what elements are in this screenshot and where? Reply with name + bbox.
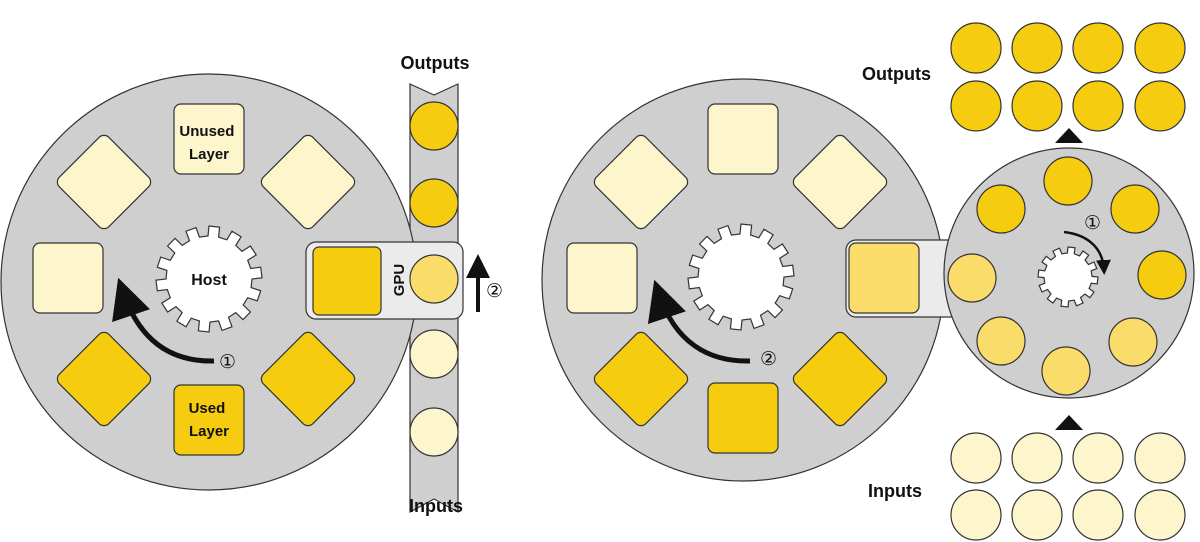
gear-outline xyxy=(687,223,795,331)
input-item xyxy=(409,407,459,457)
unused-layer xyxy=(260,134,356,230)
inner-rotation-arrow xyxy=(1063,230,1111,275)
gpu-label: GPU xyxy=(391,264,408,297)
outer-rotation-arrow xyxy=(647,279,751,364)
used-layer xyxy=(173,384,245,456)
batch-item xyxy=(1137,250,1187,300)
output-item xyxy=(1072,80,1124,132)
inputs-label: Inputs xyxy=(868,481,922,501)
gear-outline xyxy=(1037,246,1099,308)
input-item xyxy=(1134,489,1186,541)
used-layer xyxy=(56,331,152,427)
host-gear-icon xyxy=(687,223,795,331)
step-2-marker: ② xyxy=(486,280,503,302)
input-item xyxy=(409,329,459,379)
rotation-arrow xyxy=(112,277,215,364)
output-item xyxy=(1134,80,1186,132)
batch-gear-icon xyxy=(1037,246,1099,308)
input-item xyxy=(950,432,1002,484)
unused-layer xyxy=(32,242,104,314)
unused-layer xyxy=(173,103,245,175)
unused-layer xyxy=(792,134,888,230)
used-layer xyxy=(707,382,779,454)
input-item xyxy=(1072,489,1124,541)
input-item xyxy=(1011,489,1063,541)
gpu-layer xyxy=(848,242,920,314)
output-item xyxy=(1011,80,1063,132)
unused-layer xyxy=(56,134,152,230)
batch-item xyxy=(1110,184,1160,234)
outputs-label: Outputs xyxy=(401,53,470,73)
gear-outline xyxy=(155,225,263,333)
output-item xyxy=(409,101,459,151)
outputs-label: Outputs xyxy=(862,64,931,84)
output-item xyxy=(409,178,459,228)
output-flow-triangle xyxy=(1055,128,1083,143)
used-layer-label: Used Layer xyxy=(189,400,230,440)
gpu-processing-item xyxy=(947,253,997,303)
inputs-label: Inputs xyxy=(409,496,463,516)
host-label: Host xyxy=(191,272,227,289)
output-item xyxy=(950,80,1002,132)
batch-item xyxy=(1108,317,1158,367)
step-1-marker: ① xyxy=(1084,212,1101,234)
step-1-marker: ① xyxy=(219,351,236,373)
unused-layer-label: Unused Layer xyxy=(179,123,238,163)
step-2-marker: ② xyxy=(760,348,777,370)
used-layer xyxy=(792,331,888,427)
gpu-processing-item xyxy=(409,254,459,304)
unused-layer xyxy=(593,134,689,230)
right-diagram: ② ① Outputs Inputs xyxy=(541,22,1195,541)
left-diagram: GPU Unused Layer Used Layer Host ① ② Out… xyxy=(0,53,503,516)
input-item xyxy=(1134,432,1186,484)
unused-layer xyxy=(566,242,638,314)
input-item xyxy=(1072,432,1124,484)
batch-item xyxy=(976,316,1026,366)
output-item xyxy=(1011,22,1063,74)
input-item xyxy=(1011,432,1063,484)
batch-item xyxy=(1043,156,1093,206)
output-item xyxy=(1072,22,1124,74)
used-layer xyxy=(593,331,689,427)
gpu-layer xyxy=(312,246,382,316)
input-flow-triangle xyxy=(1055,415,1083,430)
host-gear-icon xyxy=(155,225,263,333)
used-layer xyxy=(260,331,356,427)
batch-item xyxy=(1041,346,1091,396)
unused-layer xyxy=(707,103,779,175)
batch-item xyxy=(976,184,1026,234)
input-item xyxy=(950,489,1002,541)
output-item xyxy=(1134,22,1186,74)
output-item xyxy=(950,22,1002,74)
